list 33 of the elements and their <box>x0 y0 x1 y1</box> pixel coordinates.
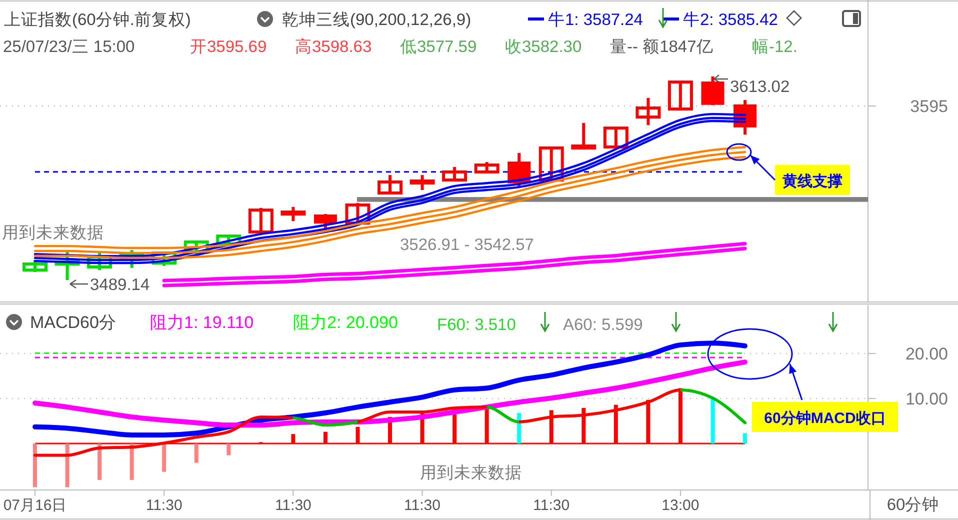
annotation: 用到未来数据 <box>2 224 104 242</box>
text: MACD60分 <box>30 313 116 332</box>
chart-title: 上证指数(60分钟.前复权) <box>4 11 191 29</box>
annotation: 3613.02 <box>730 78 790 96</box>
text: 量-- 额1847亿 <box>610 37 714 56</box>
x-tick-label: 07月16日 <box>3 497 67 514</box>
y-tick-label: 10.00 <box>905 390 948 408</box>
text: 60分钟 <box>886 496 940 514</box>
y-tick-label: 20.00 <box>905 344 948 364</box>
legend-label: 牛2: 3585.42 <box>683 11 778 29</box>
ref-line-label: 阻力2: 20.090 <box>293 313 398 332</box>
text: 收3582.30 <box>505 38 582 56</box>
annotation: 3526.91 - 3542.57 <box>400 236 534 254</box>
ref-line-label: 阻力1: 19.110 <box>150 313 254 332</box>
legend-title: 乾坤三线(90,200,12,26,9) <box>282 11 472 29</box>
ref-line-label: 3595 <box>910 97 948 116</box>
x-tick-label: 11:30 <box>274 497 312 514</box>
annotation: A60: 5.599 <box>563 316 643 334</box>
legend-label: 牛1: 3587.24 <box>548 11 643 29</box>
annotation: 用到未来数据 <box>420 464 522 482</box>
text: 开3595.69 <box>190 38 267 56</box>
text: 黄线支撑 <box>782 173 842 190</box>
text: 低3577.59 <box>400 38 477 56</box>
text: 60分钟MACD收口 <box>764 410 886 427</box>
x-tick-label: 11:30 <box>404 497 440 514</box>
text: 幅-12. <box>752 38 798 56</box>
x-tick-label: 11:30 <box>146 497 182 514</box>
annotation: F60: 3.510 <box>437 316 516 334</box>
text: 25/07/23/三 15:00 <box>3 38 135 56</box>
x-tick-label: 13:00 <box>662 497 700 514</box>
annotation: 3489.14 <box>90 276 150 294</box>
text: 高3598.63 <box>295 37 372 56</box>
x-tick-label: 11:30 <box>533 497 570 514</box>
